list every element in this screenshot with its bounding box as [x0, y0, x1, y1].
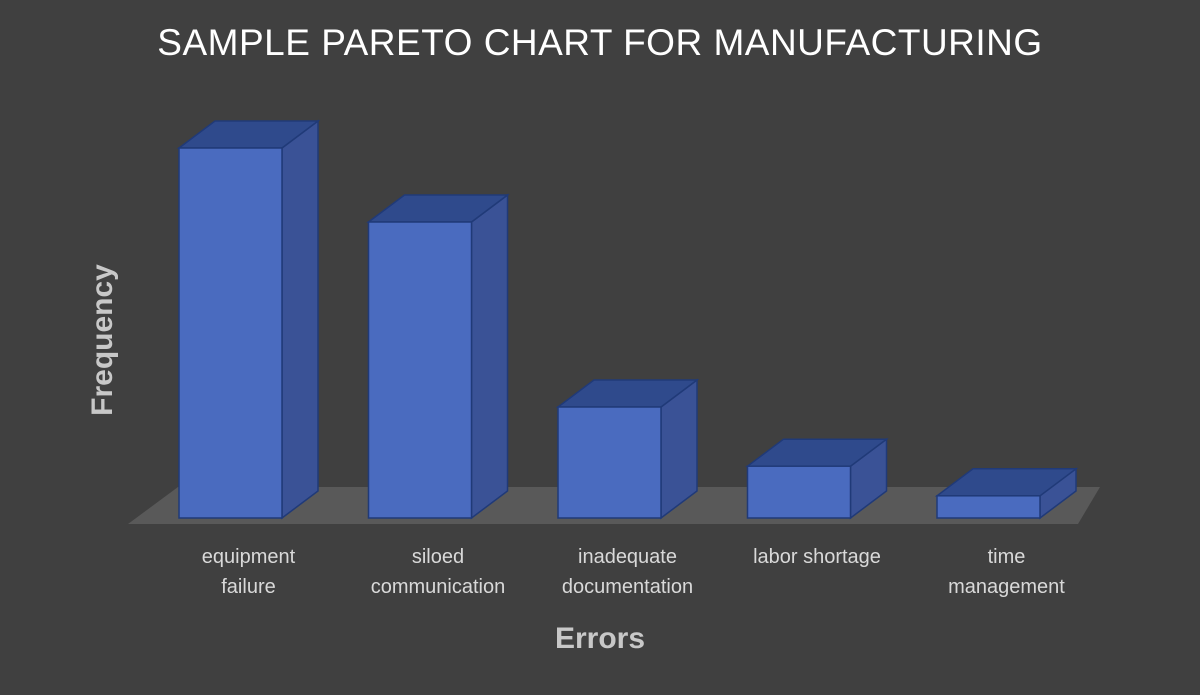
category-label-line: time [988, 546, 1026, 568]
category-label-line: documentation [562, 576, 693, 598]
bar-0 [176, 119, 321, 520]
category-label-line: communication [371, 576, 506, 598]
category-label-line: failure [221, 576, 275, 598]
category-label-line: equipment [202, 546, 296, 568]
category-label-line: siloed [412, 546, 464, 568]
category-label-line: labor shortage [753, 546, 881, 568]
category-label-0: equipment failure [202, 546, 296, 598]
bar-front [178, 147, 283, 519]
bar-front [936, 495, 1041, 519]
bar-4 [934, 467, 1079, 520]
bar-front [367, 221, 473, 519]
category-label-4: time management [948, 546, 1065, 598]
y-axis-label: Frequency [86, 264, 119, 416]
category-label-1: siloed communication [371, 546, 506, 598]
bar-front [746, 465, 852, 519]
category-label-2: inadequate documentation [562, 546, 693, 598]
x-axis-label: Errors [555, 622, 645, 655]
bar-1 [366, 193, 510, 520]
bar-3 [745, 437, 889, 520]
bar-2 [555, 378, 700, 520]
category-label-3: labor shortage [753, 546, 881, 568]
category-label-line: inadequate [578, 546, 677, 568]
bar-front [557, 406, 662, 519]
chart-title: SAMPLE PARETO CHART FOR MANUFACTURING [157, 22, 1043, 63]
category-label-line: management [948, 576, 1065, 598]
bar-side [470, 193, 509, 520]
bar-side [281, 119, 319, 520]
